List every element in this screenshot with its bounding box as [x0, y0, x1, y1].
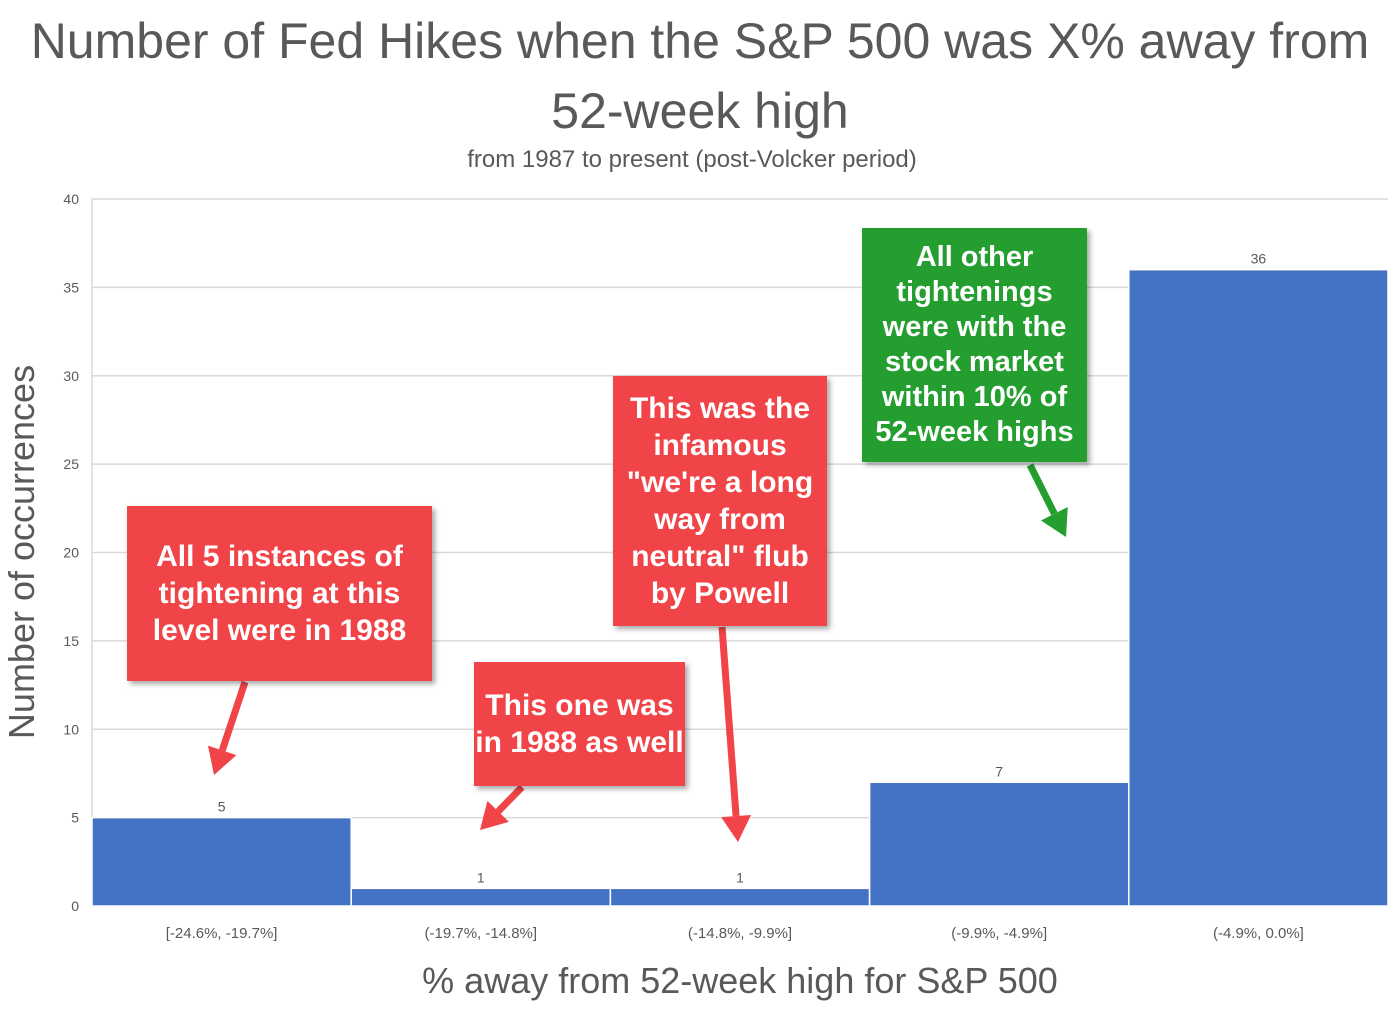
chart-title: Number of Fed Hikes when the S&P 500 was… [30, 13, 1370, 139]
annotation-callout: This was the infamous "we're a long way … [613, 376, 827, 626]
data-label: 1 [477, 869, 485, 885]
annotation-callout: This one was in 1988 as well [474, 662, 685, 786]
data-label: 1 [736, 869, 744, 885]
y-tick-label: 30 [63, 368, 79, 384]
y-tick-label: 15 [63, 633, 79, 649]
annotation-text: This one was in 1988 as well [475, 689, 684, 759]
x-axis-label: % away from 52-week high for S&P 500 [422, 960, 1058, 1001]
bar [91, 816, 352, 907]
annotation-arrow-head [1040, 507, 1068, 537]
x-tick-label: [-24.6%, -19.7%] [166, 925, 278, 942]
x-tick-label: (-14.8%, -9.9%] [688, 925, 792, 942]
bar [609, 887, 871, 907]
chart-subtitle: from 1987 to present (post-Volcker perio… [467, 146, 917, 173]
bar [868, 781, 1130, 907]
annotation-arrow-head [207, 745, 237, 775]
y-tick-label: 40 [63, 191, 79, 207]
x-tick-label: (-4.9%, 0.0%] [1213, 925, 1304, 942]
y-tick-label: 10 [63, 721, 79, 737]
annotation-callout: All other tightenings were with the stoc… [862, 228, 1087, 462]
y-tick-label: 5 [71, 810, 79, 826]
annotation-text: All 5 instances of tightening at this le… [152, 540, 407, 647]
y-tick-label: 35 [63, 279, 79, 295]
y-tick-label: 20 [63, 545, 79, 561]
annotation-arrow-head [480, 800, 509, 830]
annotation-arrow-shaft [218, 680, 249, 752]
bar [1128, 268, 1389, 907]
annotation-arrow-shaft [718, 626, 740, 817]
y-tick-label: 0 [71, 898, 79, 914]
data-label: 5 [218, 799, 226, 815]
annotation-text: This was the infamous "we're a long way … [626, 392, 814, 610]
y-tick-label: 25 [63, 456, 79, 472]
x-tick-label: (-9.9%, -4.9%] [951, 925, 1047, 942]
annotation-arrow-shaft [495, 784, 525, 814]
bar [350, 887, 612, 907]
annotation-callout: All 5 instances of tightening at this le… [127, 506, 432, 681]
annotation-arrow-head [721, 814, 752, 842]
annotation-text: All other tightenings were with the stoc… [875, 241, 1074, 448]
data-label: 36 [1251, 251, 1267, 267]
x-tick-label: (-19.7%, -14.8%] [425, 925, 538, 942]
annotation-arrow-shaft [1026, 463, 1058, 516]
data-label: 7 [995, 763, 1003, 779]
